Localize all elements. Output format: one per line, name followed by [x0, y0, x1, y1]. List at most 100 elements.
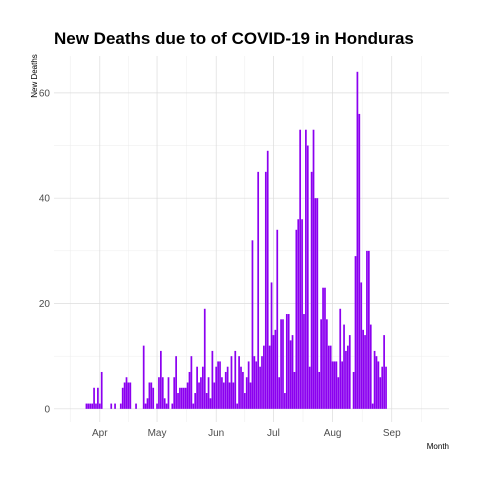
bar: [93, 387, 95, 409]
bar: [306, 145, 309, 409]
bar: [85, 403, 88, 409]
bar: [369, 324, 372, 409]
bar: [253, 356, 256, 409]
bar: [316, 198, 319, 409]
bar: [354, 256, 357, 409]
bar: [324, 287, 326, 409]
bar: [305, 129, 307, 409]
bar: [200, 377, 202, 409]
bar: [289, 340, 292, 409]
bar: [184, 387, 187, 409]
bar: [251, 240, 254, 409]
bar: [95, 403, 97, 409]
bar: [222, 382, 225, 409]
bar: [312, 129, 315, 409]
bar: [114, 403, 116, 409]
bar: [308, 366, 311, 409]
bar: [266, 150, 269, 409]
bar: [278, 377, 281, 409]
bar: [274, 329, 277, 409]
bar: [379, 377, 382, 409]
bar: [179, 387, 181, 409]
bar: [173, 377, 176, 409]
bar: [123, 382, 126, 409]
bar: [385, 366, 387, 409]
bar: [144, 403, 147, 409]
bar: [125, 377, 128, 409]
bar: [236, 403, 239, 409]
bar: [293, 371, 296, 409]
bar: [341, 361, 343, 409]
gridlines: [54, 56, 449, 422]
bar: [322, 287, 324, 409]
bar: [375, 356, 378, 409]
bar: [362, 329, 364, 409]
x-tick-label: May: [148, 428, 167, 439]
y-tick-label: 60: [39, 88, 51, 99]
bar: [205, 393, 208, 409]
bar: [230, 356, 233, 409]
y-axis-label: New Deaths: [30, 54, 39, 98]
bar: [263, 345, 265, 409]
bar: [209, 398, 212, 409]
bar: [335, 361, 338, 409]
bar: [255, 361, 258, 409]
bar: [217, 361, 219, 409]
bar: [127, 382, 130, 409]
bar: [257, 171, 260, 409]
bar: [337, 377, 340, 409]
bar: [171, 403, 174, 409]
bar: [367, 250, 370, 409]
bar: [245, 377, 248, 409]
bar: [287, 314, 290, 409]
bar: [377, 361, 380, 409]
bar: [352, 371, 355, 409]
bar: [226, 366, 229, 409]
bar: [201, 366, 204, 409]
bars: [85, 71, 387, 409]
bar: [87, 403, 90, 409]
bar: [215, 366, 218, 409]
bar: [285, 314, 288, 409]
bar: [339, 308, 342, 409]
bar: [261, 356, 263, 409]
bar: [347, 345, 349, 409]
bar: [100, 371, 103, 409]
bar: [356, 71, 359, 409]
y-tick-label: 0: [44, 404, 50, 415]
bar: [219, 361, 221, 409]
bar: [203, 308, 206, 409]
bar: [110, 403, 113, 409]
bar: [373, 350, 376, 409]
bar: [314, 198, 317, 409]
bar: [276, 229, 279, 409]
bar: [180, 387, 183, 409]
bar: [320, 319, 323, 409]
bar: [194, 393, 197, 409]
x-tick-label: Jun: [208, 428, 224, 439]
bar: [119, 403, 122, 409]
bar: [282, 319, 284, 409]
bar: [196, 366, 198, 409]
bar: [268, 345, 271, 409]
bar: [371, 403, 374, 409]
bar: [343, 324, 345, 409]
bar: [167, 377, 170, 409]
tick-labels: 0 20 40 60 Apr May Jun Jul Aug Sep: [39, 88, 401, 439]
bar: [89, 403, 92, 409]
bar: [238, 356, 240, 409]
bar: [331, 361, 334, 409]
bar: [163, 398, 166, 409]
bar: [264, 171, 267, 409]
bar: [232, 382, 235, 409]
bar: [284, 393, 286, 409]
bar: [177, 393, 179, 409]
bar: [345, 350, 347, 409]
bar: [310, 171, 313, 409]
bar: [186, 382, 189, 409]
bar: [303, 314, 305, 409]
bar: [247, 361, 250, 409]
bar: [297, 219, 300, 409]
bar: [91, 403, 94, 409]
